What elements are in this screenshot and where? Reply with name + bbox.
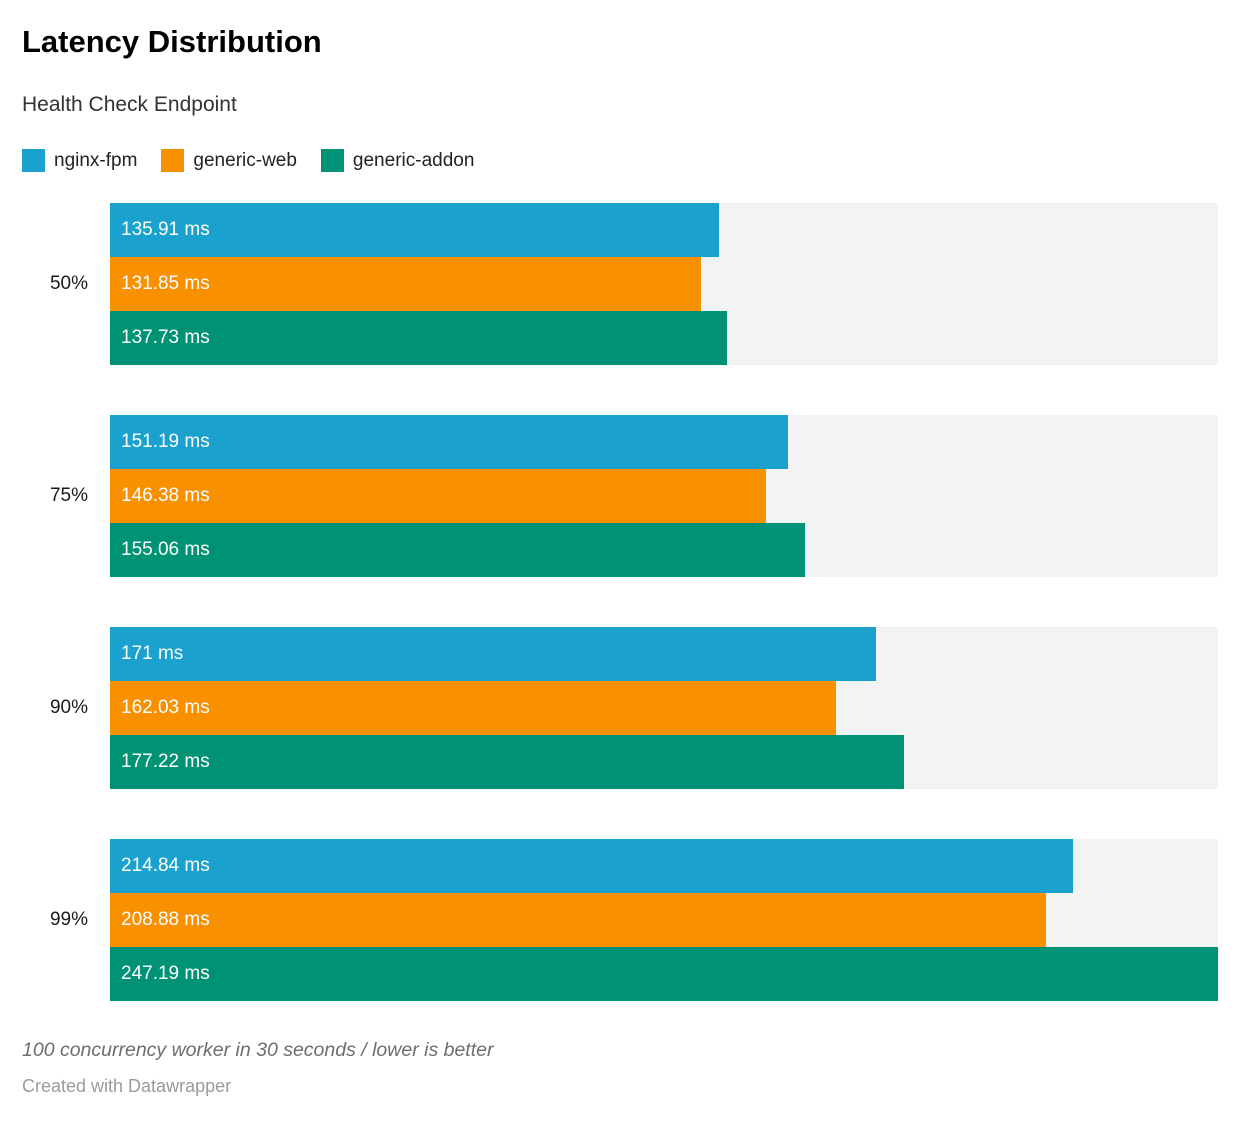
bar-generic-addon: 247.19 ms: [110, 947, 1218, 1001]
bar-value-label: 208.88 ms: [110, 909, 210, 931]
bar-generic-web: 208.88 ms: [110, 893, 1046, 947]
row-label: 99%: [50, 909, 88, 931]
chart: 50% 135.91 ms 131.85 ms 137.73 ms 75% 151.19 …: [22, 203, 1218, 1001]
bar-value-label: 162.03 ms: [110, 697, 210, 719]
bar-nginx-fpm: 171 ms: [110, 627, 876, 681]
legend-item-generic-web: generic-web: [161, 149, 297, 172]
bar-value-label: 177.22 ms: [110, 751, 210, 773]
bar-value-label: 247.19 ms: [110, 963, 210, 985]
bar-group: 75% 151.19 ms 146.38 ms 155.06 ms: [22, 415, 1218, 577]
bar-track: 171 ms 162.03 ms 177.22 ms: [110, 627, 1218, 789]
label-bar-spacer: [88, 627, 110, 789]
bar-value-label: 151.19 ms: [110, 431, 210, 453]
bar-value-label: 137.73 ms: [110, 327, 210, 349]
bar-nginx-fpm: 151.19 ms: [110, 415, 788, 469]
row-label-cell: 50%: [22, 203, 88, 365]
legend-swatch-icon: [161, 149, 184, 172]
bar-value-label: 155.06 ms: [110, 539, 210, 561]
chart-page: Latency Distribution Health Check Endpoi…: [0, 0, 1240, 1126]
bar-nginx-fpm: 135.91 ms: [110, 203, 719, 257]
bar-value-label: 171 ms: [110, 643, 183, 665]
bar-track: 151.19 ms 146.38 ms 155.06 ms: [110, 415, 1218, 577]
bar-value-label: 131.85 ms: [110, 273, 210, 295]
legend-item-generic-addon: generic-addon: [321, 149, 474, 172]
bar-track: 214.84 ms 208.88 ms 247.19 ms: [110, 839, 1218, 1001]
legend: nginx-fpm generic-web generic-addon: [22, 149, 1218, 172]
row-label: 90%: [50, 697, 88, 719]
legend-item-nginx-fpm: nginx-fpm: [22, 149, 137, 172]
bar-generic-addon: 155.06 ms: [110, 523, 805, 577]
bar-group: 99% 214.84 ms 208.88 ms 247.19 ms: [22, 839, 1218, 1001]
label-bar-spacer: [88, 839, 110, 1001]
legend-swatch-icon: [321, 149, 344, 172]
bar-generic-web: 162.03 ms: [110, 681, 836, 735]
chart-subtitle: Health Check Endpoint: [22, 92, 1218, 117]
bar-value-label: 214.84 ms: [110, 855, 210, 877]
bar-generic-addon: 177.22 ms: [110, 735, 904, 789]
bar-value-label: 146.38 ms: [110, 485, 210, 507]
bar-generic-web: 146.38 ms: [110, 469, 766, 523]
label-bar-spacer: [88, 415, 110, 577]
attribution: Created with Datawrapper: [22, 1075, 1218, 1097]
legend-label: nginx-fpm: [54, 149, 137, 172]
row-label-cell: 90%: [22, 627, 88, 789]
bar-generic-addon: 137.73 ms: [110, 311, 727, 365]
bar-group: 50% 135.91 ms 131.85 ms 137.73 ms: [22, 203, 1218, 365]
page-title: Latency Distribution: [22, 24, 1218, 60]
label-bar-spacer: [88, 203, 110, 365]
row-label: 75%: [50, 485, 88, 507]
bar-nginx-fpm: 214.84 ms: [110, 839, 1073, 893]
row-label-cell: 75%: [22, 415, 88, 577]
legend-swatch-icon: [22, 149, 45, 172]
row-label-cell: 99%: [22, 839, 88, 1001]
legend-label: generic-addon: [353, 149, 474, 172]
bar-group: 90% 171 ms 162.03 ms 177.22 ms: [22, 627, 1218, 789]
bar-generic-web: 131.85 ms: [110, 257, 701, 311]
footnote: 100 concurrency worker in 30 seconds / l…: [22, 1038, 1218, 1062]
row-label: 50%: [50, 273, 88, 295]
bar-track: 135.91 ms 131.85 ms 137.73 ms: [110, 203, 1218, 365]
bar-value-label: 135.91 ms: [110, 219, 210, 241]
legend-label: generic-web: [193, 149, 297, 172]
